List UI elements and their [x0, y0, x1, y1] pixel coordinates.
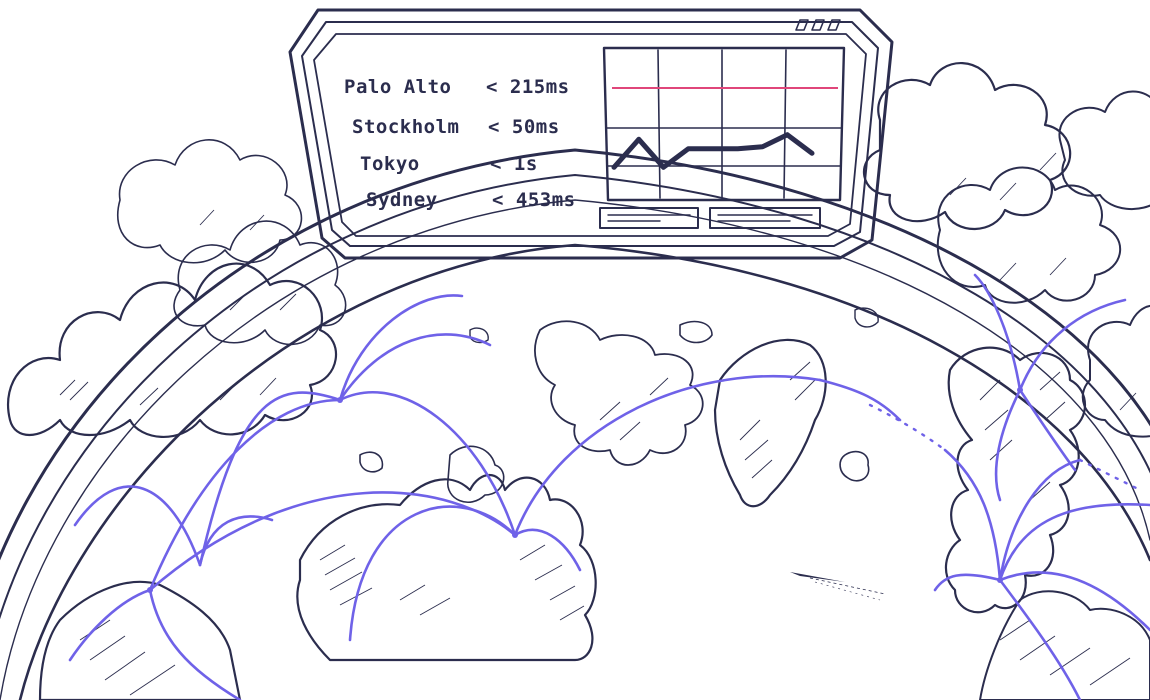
row-latency-palo-alto: < 215ms — [486, 76, 570, 98]
panel-status-bars — [599, 207, 821, 229]
row-latency-tokyo: < 1s — [490, 153, 538, 175]
panel-vent-icon — [795, 19, 841, 31]
row-city-stockholm: Stockholm — [352, 116, 459, 138]
cloud-illustration-right — [862, 62, 1150, 438]
row-latency-stockholm: < 50ms — [488, 116, 560, 138]
node-marker — [147, 587, 153, 593]
row-city-palo-alto: Palo Alto — [344, 76, 451, 98]
row-city-sydney: Sydney — [366, 189, 438, 211]
node-marker — [1017, 387, 1023, 393]
node-marker — [337, 397, 343, 403]
cloud-illustration-left — [7, 139, 347, 438]
airplane-icon — [790, 572, 886, 601]
land-masses — [38, 307, 1150, 700]
node-marker — [512, 532, 518, 538]
latency-graph — [602, 46, 846, 202]
network-routes — [68, 273, 1150, 700]
latency-monitor-panel: Palo Alto < 215ms Stockholm < 50ms Tokyo… — [288, 8, 894, 260]
latency-sparkline — [611, 132, 815, 170]
row-city-tokyo: Tokyo — [360, 153, 420, 175]
node-marker — [997, 577, 1003, 583]
row-latency-sydney: < 453ms — [492, 189, 576, 211]
